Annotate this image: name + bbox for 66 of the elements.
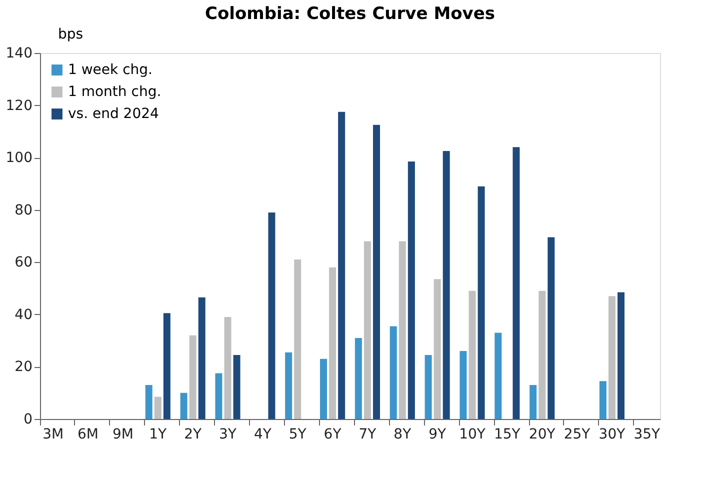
chart-title: Colombia: Coltes Curve Moves (204, 4, 496, 24)
x-tick-label: 3Y (219, 426, 237, 442)
bar (530, 385, 537, 419)
x-tick-label: 30Y (598, 426, 626, 442)
bar (460, 351, 467, 419)
legend-label: vs. end 2024 (68, 106, 160, 122)
bar (189, 335, 196, 419)
bar (294, 260, 302, 419)
x-tick-label: 25Y (564, 426, 591, 442)
x-tick-label: 4Y (254, 426, 272, 442)
bar (548, 237, 555, 419)
legend-label: 1 month chg. (68, 84, 162, 100)
bar (180, 392, 188, 419)
bar (390, 326, 397, 419)
bar (408, 161, 415, 419)
bar (163, 313, 170, 419)
y-tick-label: 140 (6, 46, 32, 62)
bar (618, 292, 625, 419)
y-tick-label: 20 (14, 359, 32, 376)
bar (512, 147, 520, 419)
legend-label: 1 week chg. (68, 62, 152, 78)
x-tick-label: 20Y (528, 426, 556, 442)
x-tick-label: 2Y (184, 426, 202, 442)
x-tick-label: 3M (42, 426, 64, 442)
x-tick-label: 9Y (428, 426, 446, 442)
y-axis-title: bps (58, 26, 84, 42)
bar (398, 241, 406, 419)
bar (215, 373, 222, 419)
x-tick-label: 15Y (494, 426, 521, 442)
bar (329, 267, 336, 419)
bar (285, 352, 292, 419)
bar (154, 396, 162, 419)
y-tick-label: 80 (14, 202, 32, 218)
bar (373, 124, 380, 419)
bar (478, 186, 485, 419)
x-tick-label: 9M (112, 426, 134, 442)
bar (338, 112, 346, 419)
x-tick-label: 35Y (634, 426, 661, 442)
bar (224, 317, 232, 419)
bar (424, 354, 432, 419)
x-tick-label: 6Y (324, 426, 342, 442)
bar (268, 212, 276, 419)
y-tick-label: 100 (6, 150, 32, 166)
bar (233, 354, 240, 419)
bar (320, 358, 327, 419)
y-tick-label: 120 (6, 98, 32, 114)
bar (494, 332, 502, 419)
bar (198, 297, 206, 419)
y-tick-label: 40 (14, 306, 32, 323)
x-tick-label: 8Y (394, 426, 412, 442)
bar (364, 241, 371, 419)
x-tick-label: 10Y (459, 426, 486, 442)
y-tick-label: 0 (24, 412, 32, 428)
x-tick-label: 5Y (288, 426, 307, 442)
bar (468, 290, 476, 419)
bar (599, 381, 606, 419)
y-tick-label: 60 (14, 254, 32, 271)
bar (354, 338, 362, 419)
bar (608, 296, 616, 419)
bar (442, 151, 450, 419)
x-tick-label: 7Y (358, 426, 377, 442)
x-tick-label: 6M (78, 426, 99, 442)
x-tick-label: 1Y (149, 426, 168, 442)
bar (145, 385, 152, 419)
bar (434, 279, 441, 419)
bar (538, 290, 546, 419)
